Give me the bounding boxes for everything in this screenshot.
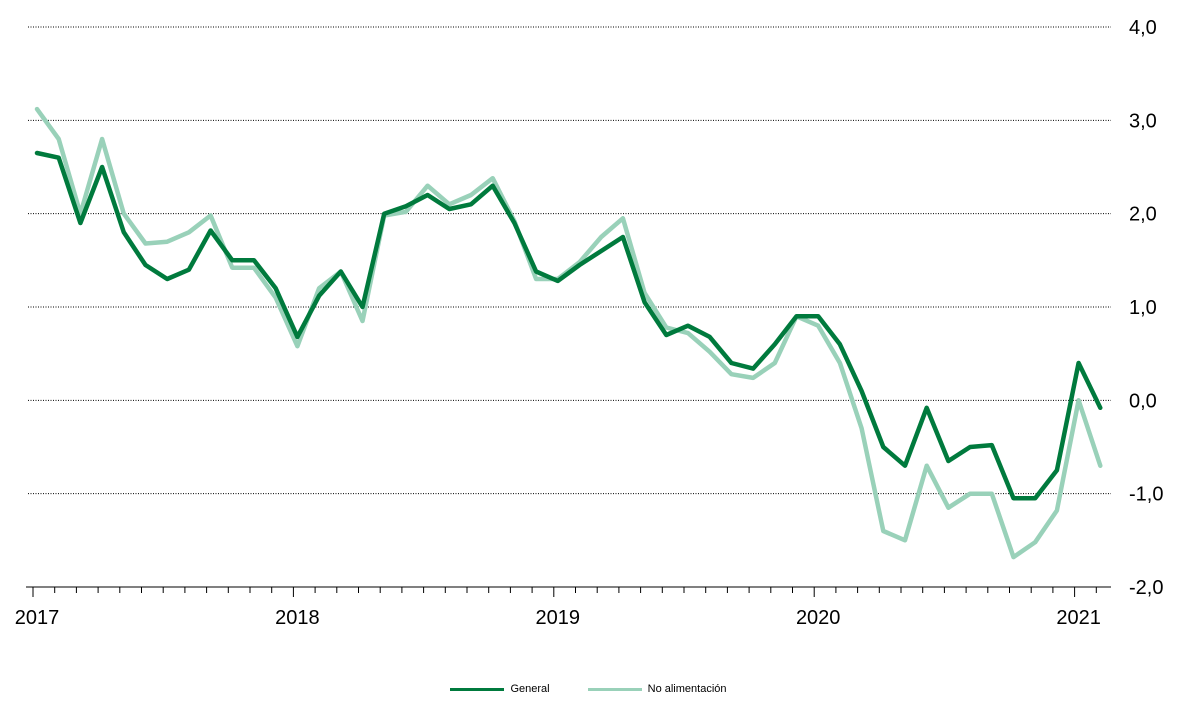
y-tick-label: 4,0: [1129, 17, 1157, 39]
legend-label-no-alimentacion: No alimentación: [647, 683, 727, 695]
x-axis-tick-labels: 2017 2018 2019 2020 2021: [15, 607, 1101, 629]
x-tick-label: 2018: [275, 607, 320, 629]
x-tick-label: 2017: [15, 607, 60, 629]
x-tick-label: 2019: [536, 607, 581, 629]
y-tick-label: 2,0: [1129, 204, 1157, 226]
series-lines: [34, 106, 1103, 560]
legend: General No alimentación: [0, 683, 1177, 695]
y-tick-label: 3,0: [1129, 110, 1157, 132]
y-tick-label: 1,0: [1129, 297, 1157, 319]
y-axis-tick-labels: 4,0 3,0 2,0 1,0 0,0 -1,0 -2,0: [1129, 17, 1163, 599]
series-line-general: [34, 150, 1103, 501]
x-axis: [26, 586, 1111, 597]
line-chart: 4,0 3,0 2,0 1,0 0,0 -1,0 -2,0 2017 2018 2019 2020…: [15, 17, 1164, 629]
legend-item-general: General: [450, 683, 550, 695]
legend-label-general: General: [510, 683, 550, 695]
legend-swatch-general: [450, 687, 505, 691]
y-tick-label: -2,0: [1129, 577, 1163, 599]
y-tick-label: -1,0: [1129, 484, 1163, 506]
legend-swatch-no-alimentacion: [587, 687, 642, 691]
y-tick-label: 0,0: [1129, 390, 1157, 412]
legend-item-no-alimentacion: No alimentación: [587, 683, 727, 695]
x-tick-label: 2021: [1056, 607, 1101, 629]
x-tick-label: 2020: [796, 607, 841, 629]
gridlines: [28, 26, 1111, 495]
series-line-no-alimentacion: [34, 106, 1103, 560]
